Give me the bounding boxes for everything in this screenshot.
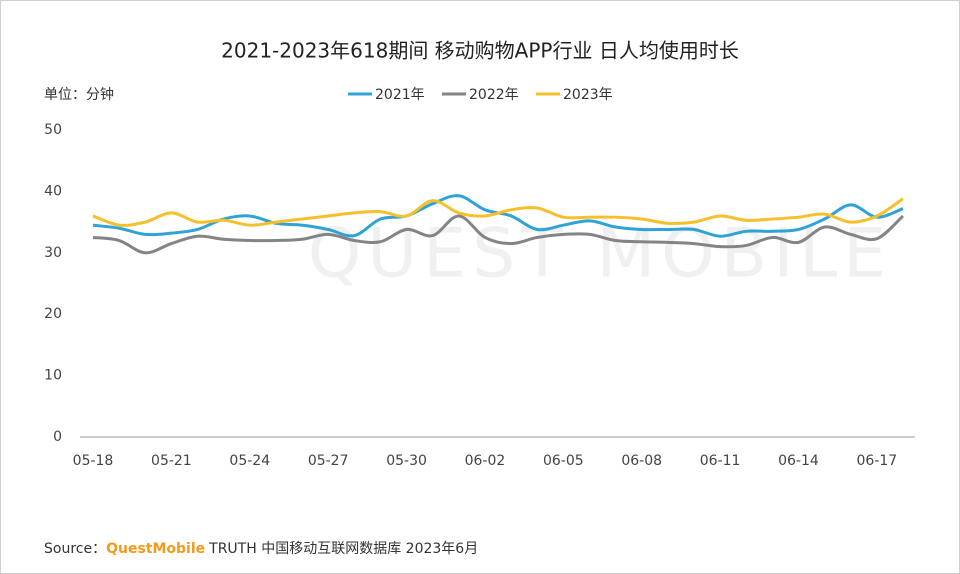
x-tick-label: 05-18 <box>73 453 114 469</box>
source: Source：QuestMobile TRUTH 中国移动互联网数据库 2023年… <box>44 541 478 557</box>
source-prefix: Source： <box>44 541 106 557</box>
x-tick-label: 06-17 <box>857 453 898 469</box>
source-text: TRUTH 中国移动互联网数据库 2023年6月 <box>208 541 478 557</box>
x-tick-label: 06-08 <box>621 453 662 469</box>
x-tick-label: 06-14 <box>778 453 819 469</box>
x-tick-label: 06-05 <box>543 453 584 469</box>
y-tick-label: 20 <box>44 306 62 322</box>
series-line <box>92 197 904 227</box>
y-tick-label: 30 <box>44 245 62 261</box>
legend-label: 2022年 <box>469 87 519 103</box>
legend-label: 2023年 <box>563 87 613 103</box>
x-tick-label: 05-21 <box>151 453 192 469</box>
y-tick-label: 50 <box>44 122 62 138</box>
series-line <box>92 214 905 255</box>
x-tick-label: 06-02 <box>465 453 506 469</box>
x-tick-label: 05-27 <box>308 453 349 469</box>
y-tick-label: 40 <box>44 183 62 199</box>
legend-label: 2021年 <box>375 87 425 103</box>
x-tick-label: 05-30 <box>386 453 427 469</box>
y-tick-label: 0 <box>53 429 62 445</box>
y-tick-label: 10 <box>44 368 62 384</box>
x-tick-label: 05-24 <box>229 453 270 469</box>
watermark: QUEST MOBILE <box>308 215 892 294</box>
unit-label: 单位：分钟 <box>44 86 114 103</box>
chart-title: 2021-2023年618期间 移动购物APP行业 日人均使用时长 <box>221 39 739 63</box>
x-tick-label: 06-11 <box>700 453 741 469</box>
source-brand: QuestMobile <box>106 541 205 557</box>
